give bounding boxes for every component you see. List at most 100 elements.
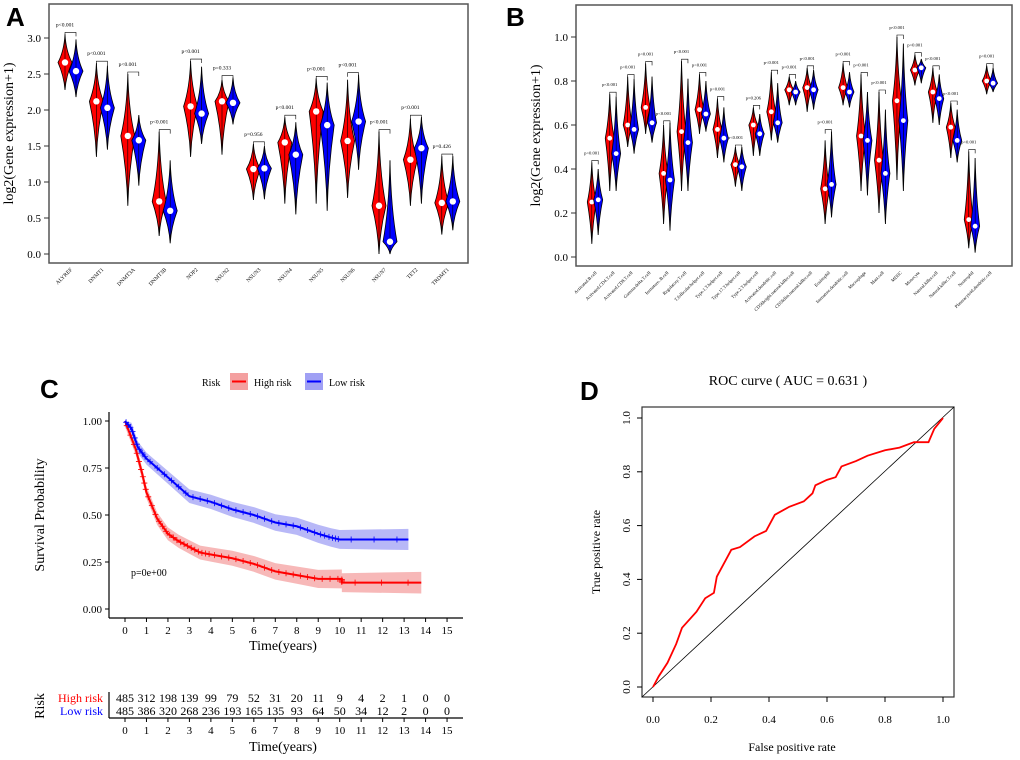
x-tick-label: 0.4 xyxy=(762,714,776,726)
plot-frame xyxy=(48,3,469,264)
y-tick-label: 1.0 xyxy=(621,411,633,425)
median-dot-high xyxy=(438,199,445,207)
median-dot-low xyxy=(900,118,906,123)
risk-count: 139 xyxy=(180,691,198,705)
median-dot-low xyxy=(847,89,852,95)
p-value-label: p<0.001 xyxy=(401,105,419,111)
median-dot-low xyxy=(261,165,268,172)
p-value-label: p<0.001 xyxy=(87,51,105,57)
y-tick-label: 1.0 xyxy=(554,32,568,44)
median-dot-high xyxy=(804,85,810,90)
median-dot-high xyxy=(187,103,194,110)
censor-mark-low xyxy=(189,494,196,501)
y-axis-label: Survival Probability xyxy=(33,458,48,571)
x-tick-label: 15 xyxy=(442,625,454,637)
p-value-label: p<0.001 xyxy=(764,60,780,65)
significance-bracket xyxy=(315,76,328,81)
significance-bracket xyxy=(717,96,725,101)
risk-count: 11 xyxy=(312,691,324,705)
censor-mark-high xyxy=(177,539,184,546)
censor-mark-low xyxy=(254,513,261,520)
x-axis-label: Time(years) xyxy=(249,639,317,654)
censor-mark-high xyxy=(247,559,254,566)
median-dot-low xyxy=(355,118,362,125)
median-dot-high xyxy=(589,199,595,205)
p-value-label: p=0.956 xyxy=(244,132,262,138)
risk-count: 135 xyxy=(266,704,284,718)
median-dot-high xyxy=(930,89,936,95)
y-tick-label: 0.0 xyxy=(554,252,568,264)
x-category-label: TRDMT1 xyxy=(431,267,451,287)
censor-mark-high xyxy=(327,575,334,582)
y-tick-label: 1.00 xyxy=(83,416,103,428)
median-dot-high xyxy=(750,122,756,128)
censor-mark-high xyxy=(159,523,166,530)
median-dot-high xyxy=(93,98,100,105)
median-dot-high xyxy=(912,67,918,73)
p-value-label: p<0.001 xyxy=(307,66,325,72)
x-category-label: NSUN7 xyxy=(371,267,388,284)
risk-count: 198 xyxy=(159,691,177,705)
significance-bracket xyxy=(878,89,886,94)
censor-mark-low xyxy=(129,428,136,435)
median-dot-low xyxy=(865,138,870,143)
x-tick-label: 2 xyxy=(165,625,171,637)
x-category-label: Immature.dendritic.cell xyxy=(815,270,850,305)
risk-x-tick-label: 11 xyxy=(356,725,367,737)
censor-mark-high xyxy=(405,579,412,586)
risk-count: 64 xyxy=(312,704,324,718)
x-category-label: TET2 xyxy=(406,267,419,280)
risk-count: 320 xyxy=(159,704,177,718)
x-tick-label: 0.2 xyxy=(704,714,718,726)
censor-mark-low xyxy=(232,507,239,514)
p-value-label: p<0.001 xyxy=(119,62,137,68)
y-tick-label: 0.4 xyxy=(554,164,568,176)
median-dot-high xyxy=(281,139,288,146)
x-category-label: NSUN6 xyxy=(340,267,357,284)
censor-mark-high xyxy=(319,575,326,582)
y-tick-label: 0.2 xyxy=(621,626,633,640)
median-dot-high xyxy=(250,165,257,173)
p-value-label: p<0.001 xyxy=(56,22,74,28)
y-tick-label: 3.0 xyxy=(27,33,41,45)
censor-mark-high xyxy=(188,544,195,551)
x-category-label: MDSC xyxy=(890,270,903,283)
median-dot-high xyxy=(822,186,828,192)
censor-mark-high xyxy=(378,579,385,586)
censor-mark-high xyxy=(232,556,239,563)
significance-bracket xyxy=(221,75,234,80)
risk-count: 79 xyxy=(226,691,238,705)
x-category-label: DNMT3B xyxy=(148,267,168,287)
y-tick-label: 0.6 xyxy=(621,518,633,532)
median-dot-high xyxy=(407,156,414,163)
censor-mark-low xyxy=(321,532,328,539)
median-dot-high xyxy=(218,98,226,105)
censor-mark-high xyxy=(225,554,232,561)
risk-x-tick-label: 14 xyxy=(420,725,432,737)
significance-bracket xyxy=(806,65,814,70)
risk-x-tick-label: 8 xyxy=(294,725,300,737)
risk-x-tick-label: 2 xyxy=(165,725,171,737)
censor-mark-low xyxy=(317,531,324,538)
p-value-label: p<0.001 xyxy=(150,120,168,126)
median-dot-low xyxy=(104,104,111,112)
censor-mark-low xyxy=(142,453,149,460)
roc-curve xyxy=(652,417,944,688)
significance-bracket xyxy=(609,91,617,97)
significance-bracket xyxy=(753,105,761,110)
censor-mark-high xyxy=(311,575,318,582)
censor-mark-low xyxy=(261,515,268,522)
p-value-label: p<0.001 xyxy=(889,25,905,30)
y-tick-label: 0.8 xyxy=(554,76,568,88)
median-dot-low xyxy=(198,110,205,117)
censor-mark-high xyxy=(173,537,180,544)
y-tick-label: 0.25 xyxy=(83,557,103,569)
risk-count: 165 xyxy=(245,704,263,718)
y-tick-label: 0.6 xyxy=(554,120,568,132)
censor-mark-low xyxy=(371,536,378,543)
median-dot-high xyxy=(375,202,383,209)
risk-count: 52 xyxy=(248,691,260,705)
median-dot-low xyxy=(883,171,888,176)
significance-bracket xyxy=(968,149,976,154)
chart-title: ROC curve ( AUC = 0.631 ) xyxy=(709,374,868,389)
